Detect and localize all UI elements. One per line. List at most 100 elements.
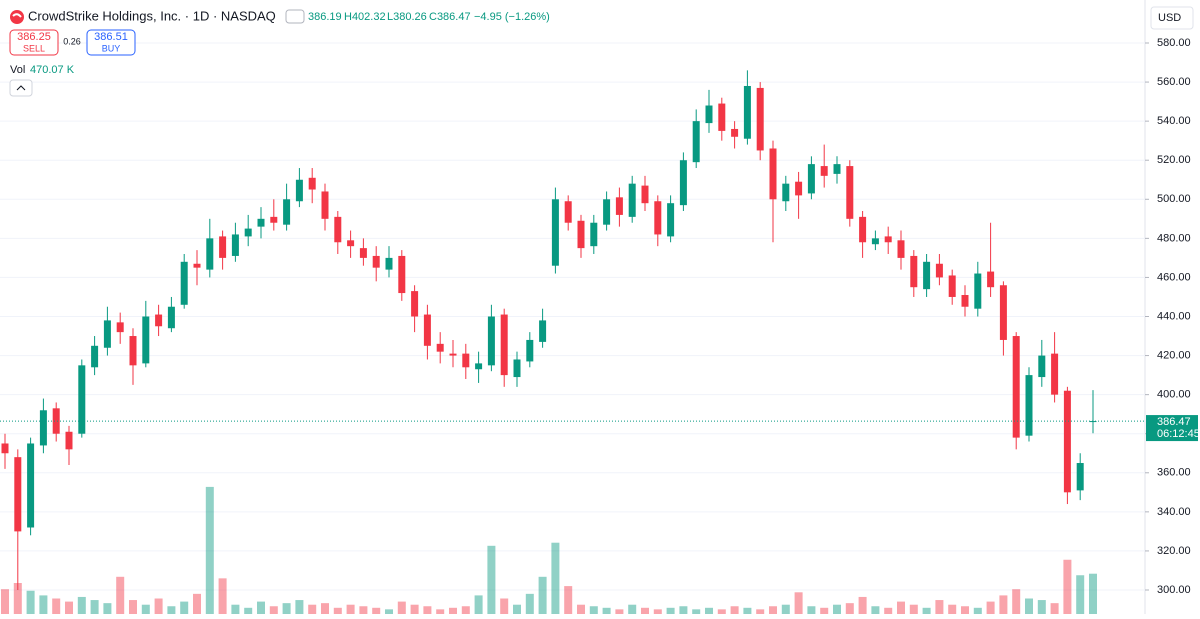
buy-label: BUY bbox=[102, 43, 121, 53]
candle-body bbox=[615, 197, 623, 215]
more-button[interactable] bbox=[285, 9, 305, 24]
volume-bar bbox=[295, 600, 304, 614]
candle-body bbox=[743, 85, 751, 139]
candle-body bbox=[539, 320, 547, 342]
candle-body bbox=[295, 179, 303, 202]
volume-bar bbox=[129, 600, 137, 614]
volume-bar bbox=[820, 607, 829, 614]
candle-body bbox=[731, 128, 739, 137]
candle-body bbox=[244, 228, 252, 237]
header-bg bbox=[4, 6, 306, 28]
candle-body bbox=[1063, 390, 1071, 493]
candle-body bbox=[935, 263, 943, 278]
volume-bar bbox=[986, 601, 995, 614]
volume-bar bbox=[372, 607, 381, 614]
candle-body bbox=[193, 263, 201, 268]
candle-body bbox=[974, 273, 982, 309]
ohlc-change: −4.95 (−1.26%) bbox=[474, 11, 550, 23]
buy-button[interactable] bbox=[86, 29, 136, 56]
candle-body bbox=[180, 261, 188, 305]
candle-body bbox=[769, 148, 777, 200]
candle-body bbox=[142, 316, 150, 364]
candle-body bbox=[321, 191, 329, 219]
candle-body bbox=[411, 291, 419, 317]
candle-body bbox=[78, 365, 86, 434]
volume-bar bbox=[922, 607, 931, 614]
symbol-title: CrowdStrike Holdings, Inc. · 1D · NASDAQ bbox=[28, 8, 276, 23]
volume-bar bbox=[961, 606, 969, 614]
candle-body bbox=[1, 443, 9, 454]
y-tick-label: 360.00 bbox=[1157, 467, 1191, 479]
currency-button[interactable] bbox=[1150, 6, 1194, 30]
volume-bar bbox=[589, 606, 598, 614]
candle-body bbox=[513, 359, 521, 378]
candle-body bbox=[116, 322, 124, 333]
y-tick-label: 320.00 bbox=[1157, 545, 1191, 557]
volume-bar bbox=[973, 607, 982, 614]
volume-bar bbox=[871, 606, 880, 614]
volume-bar bbox=[26, 590, 35, 614]
volume-bar bbox=[641, 607, 649, 614]
candle-body bbox=[577, 220, 585, 249]
sell-button[interactable] bbox=[9, 29, 59, 56]
candle-body bbox=[705, 105, 713, 124]
candle-body bbox=[65, 431, 73, 450]
volume-bar bbox=[935, 600, 944, 614]
volume-value: 470.07 K bbox=[30, 64, 75, 76]
volume-bar bbox=[103, 603, 112, 614]
candle-body bbox=[897, 240, 905, 258]
volume-bar bbox=[551, 542, 560, 614]
volume-bar bbox=[333, 607, 342, 614]
volume-bar bbox=[692, 609, 701, 614]
volume-bar bbox=[513, 604, 521, 614]
volume-bar bbox=[1012, 589, 1021, 614]
volume-bar bbox=[705, 607, 713, 614]
volume-bar bbox=[346, 604, 355, 614]
y-tick-label: 460.00 bbox=[1157, 271, 1191, 283]
candle-body bbox=[231, 234, 239, 256]
candle-body bbox=[987, 271, 995, 288]
volume-bar bbox=[756, 609, 765, 614]
volume-label: Vol bbox=[10, 64, 25, 76]
volume-bar bbox=[1037, 600, 1046, 614]
candle-body bbox=[27, 443, 35, 528]
volume-bar bbox=[397, 601, 406, 614]
volume-bar bbox=[743, 607, 752, 614]
candle-body bbox=[219, 236, 227, 258]
y-tick-label: 500.00 bbox=[1157, 193, 1191, 205]
candle-body bbox=[167, 306, 175, 329]
candle-body bbox=[423, 314, 431, 346]
collapse-button[interactable] bbox=[9, 79, 33, 97]
candle-body bbox=[500, 314, 508, 376]
volume-bar bbox=[436, 609, 445, 614]
candle-body bbox=[756, 87, 764, 151]
candle-body bbox=[641, 185, 649, 204]
logo bbox=[10, 10, 24, 24]
candle-body bbox=[475, 363, 483, 370]
candle-body bbox=[846, 166, 854, 219]
candle-body bbox=[1051, 353, 1059, 395]
volume-bar bbox=[602, 607, 611, 614]
candle-body bbox=[449, 353, 457, 356]
candle-body bbox=[718, 103, 726, 131]
countdown: 06:12:45 bbox=[1157, 428, 1200, 440]
volume-bar bbox=[564, 586, 573, 614]
candle-body bbox=[283, 199, 291, 225]
y-tick-label: 420.00 bbox=[1157, 349, 1191, 361]
y-tick-label: 300.00 bbox=[1157, 584, 1191, 596]
volume-bar bbox=[794, 592, 803, 614]
volume-bar bbox=[39, 595, 48, 614]
volume-bar bbox=[474, 595, 483, 614]
candle-body bbox=[923, 261, 931, 290]
volume-bar bbox=[1063, 559, 1072, 614]
volume-bar bbox=[410, 604, 419, 614]
logo-mark bbox=[12, 13, 22, 18]
volume-bar bbox=[577, 604, 585, 614]
volume-bar bbox=[833, 604, 841, 614]
volume-bar bbox=[1089, 573, 1097, 614]
volume-bar bbox=[653, 609, 662, 614]
volume-bar bbox=[205, 486, 214, 614]
candle-body bbox=[795, 181, 803, 196]
volume-bar bbox=[717, 609, 726, 614]
candle-body bbox=[52, 408, 60, 434]
